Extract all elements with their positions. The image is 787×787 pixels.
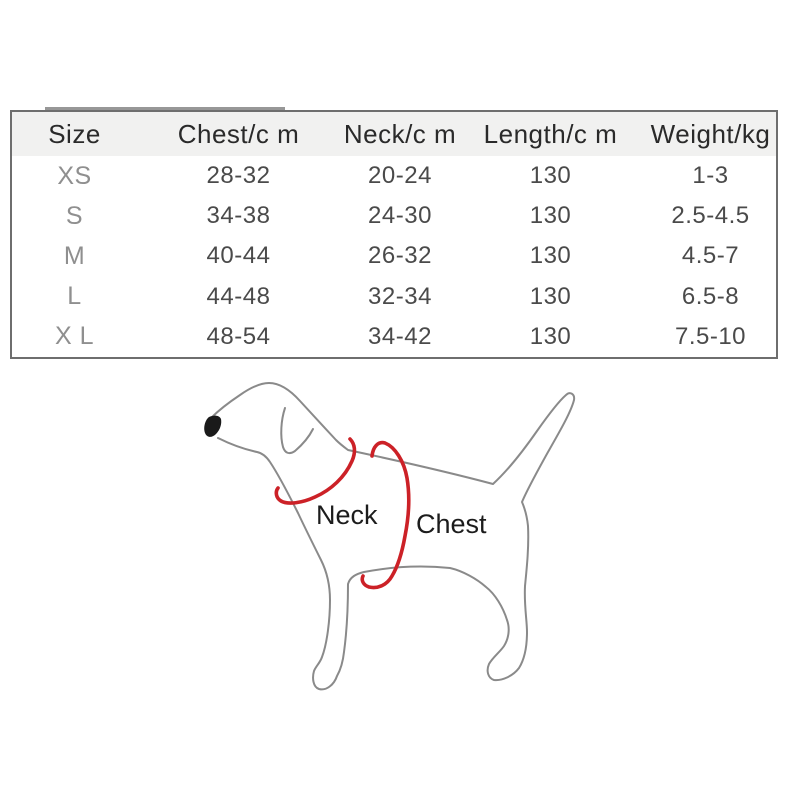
col-header-weight: Weight/kg: [650, 118, 771, 149]
weight-value: 1-3: [692, 162, 729, 190]
table-row: L 44-48 32-34 130 6.5-8: [12, 277, 776, 317]
size-table: Size Chest/c m Neck/c m Length/c m Weigh…: [10, 110, 778, 359]
size-value: X L: [54, 322, 95, 351]
dog-measurement-diagram: Neck Chest: [150, 372, 650, 782]
neck-value: 20-24: [368, 162, 432, 190]
chest-measure-arc: [360, 440, 411, 590]
length-value: 130: [529, 322, 572, 350]
neck-label: Neck: [316, 500, 378, 530]
chest-value: 34-38: [206, 202, 271, 230]
weight-value: 4.5-7: [681, 242, 740, 270]
neck-measure-arc: [274, 437, 357, 505]
length-value: 130: [529, 202, 572, 230]
table-row: S 34-38 24-30 130 2.5-4.5: [12, 196, 776, 236]
chest-label: Chest: [416, 509, 487, 539]
neck-value: 24-30: [368, 202, 432, 230]
col-header-size: Size: [48, 118, 101, 149]
measurement-arcs: [274, 437, 411, 590]
col-header-chest: Chest/c m: [177, 118, 300, 149]
dog-nose: [204, 415, 222, 437]
col-header-length: Length/c m: [483, 118, 618, 149]
table-top-edge-artifact: [45, 107, 285, 110]
table-row: X L 48-54 34-42 130 7.5-10: [12, 317, 776, 357]
size-table-header-row: Size Chest/c m Neck/c m Length/c m Weigh…: [12, 112, 776, 156]
dog-ear-line: [280, 407, 314, 455]
size-value: L: [67, 282, 82, 311]
neck-value: 26-32: [368, 242, 432, 270]
length-value: 130: [529, 242, 572, 270]
chest-value: 28-32: [206, 162, 271, 190]
col-header-neck: Neck/c m: [343, 118, 457, 149]
weight-value: 7.5-10: [674, 322, 747, 350]
length-value: 130: [529, 162, 572, 190]
chest-value: 48-54: [206, 322, 271, 350]
table-row: M 40-44 26-32 130 4.5-7: [12, 236, 776, 276]
weight-value: 6.5-8: [681, 282, 740, 310]
neck-value: 32-34: [368, 282, 432, 310]
table-row: XS 28-32 20-24 130 1-3: [12, 156, 776, 196]
size-value: M: [63, 241, 86, 270]
length-value: 130: [529, 282, 572, 310]
weight-value: 2.5-4.5: [671, 202, 750, 230]
size-value: XS: [57, 161, 92, 190]
chest-value: 40-44: [206, 242, 271, 270]
chest-value: 44-48: [206, 282, 271, 310]
dog-outline-drawing: Neck Chest: [204, 382, 576, 691]
neck-value: 34-42: [368, 322, 432, 350]
dog-body-outline: [210, 382, 576, 691]
size-value: S: [65, 201, 84, 230]
